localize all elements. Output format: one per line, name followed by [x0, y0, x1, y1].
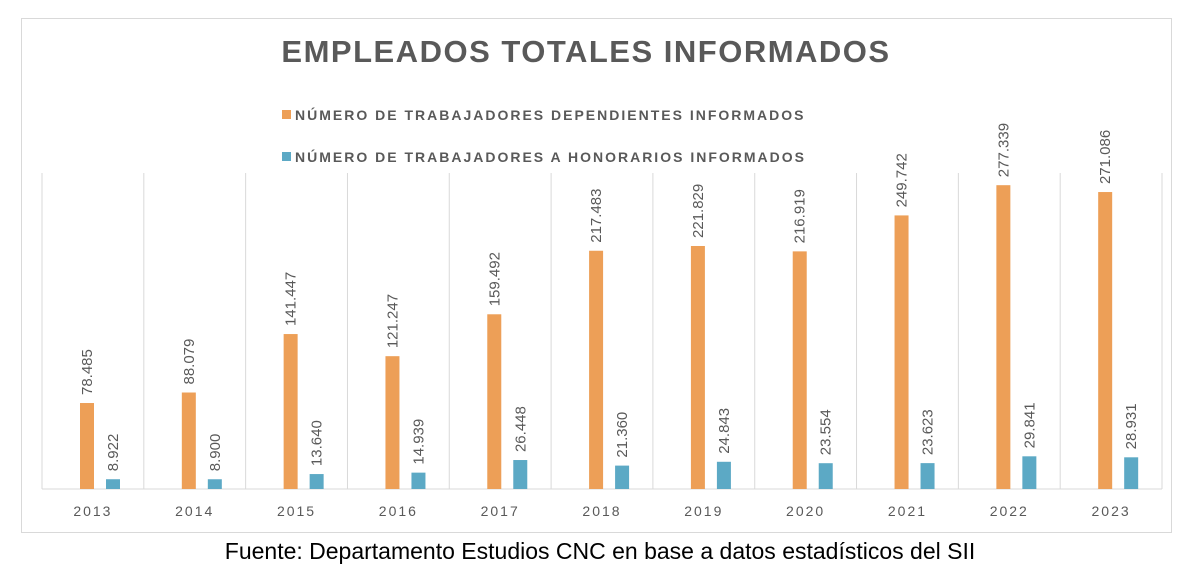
- data-label-honorarios: 13.640: [309, 420, 326, 466]
- bar-honorarios: [716, 461, 731, 489]
- data-label-dependientes: 271.086: [1097, 130, 1114, 184]
- bar-honorarios: [920, 463, 935, 489]
- data-label-dependientes: 249.742: [894, 153, 911, 207]
- legend-label-honorarios: NÚMERO DE TRABAJADORES A HONORARIOS INFO…: [295, 149, 806, 165]
- bar-honorarios: [818, 463, 833, 489]
- bar-dependientes: [1098, 192, 1113, 490]
- bar-honorarios: [615, 465, 630, 489]
- data-label-honorarios: 8.900: [207, 434, 224, 472]
- bar-dependientes: [996, 185, 1011, 489]
- bar-dependientes: [589, 250, 604, 489]
- data-label-honorarios: 28.931: [1123, 403, 1140, 449]
- bar-honorarios: [411, 472, 426, 489]
- data-label-dependientes: 221.829: [690, 184, 707, 238]
- x-tick-label: 2016: [379, 503, 418, 519]
- data-label-honorarios: 24.843: [716, 408, 733, 454]
- x-tick-label: 2013: [73, 503, 112, 519]
- chart-title: EMPLEADOS TOTALES INFORMADOS: [281, 34, 891, 69]
- bar-honorarios: [1022, 456, 1037, 489]
- x-tick-label: 2020: [786, 503, 825, 519]
- bar-dependientes: [283, 334, 298, 489]
- bar-dependientes: [181, 392, 196, 489]
- x-tick-label: 2014: [175, 503, 214, 519]
- legend-swatch-dependientes: [282, 110, 291, 119]
- data-label-honorarios: 8.922: [105, 434, 122, 472]
- legend-swatch-honorarios: [282, 152, 291, 161]
- data-label-honorarios: 21.360: [614, 412, 631, 458]
- data-label-dependientes: 217.483: [588, 189, 605, 243]
- data-label-dependientes: 159.492: [486, 252, 503, 306]
- data-label-dependientes: 277.339: [995, 123, 1012, 177]
- data-label-dependientes: 121.247: [384, 294, 401, 348]
- x-tick-label: 2021: [888, 503, 927, 519]
- x-tick-label: 2019: [684, 503, 723, 519]
- x-tick-label: 2018: [582, 503, 621, 519]
- data-label-honorarios: 14.939: [410, 419, 427, 465]
- source-note: Fuente: Departamento Estudios CNC en bas…: [224, 538, 976, 564]
- x-tick-label: 2023: [1092, 503, 1131, 519]
- data-label-dependientes: 141.447: [283, 272, 300, 326]
- bar-dependientes: [894, 215, 909, 490]
- bar-dependientes: [792, 251, 807, 489]
- bar-dependientes: [487, 314, 502, 489]
- legend-label-dependientes: NÚMERO DE TRABAJADORES DEPENDIENTES INFO…: [295, 107, 806, 123]
- data-label-honorarios: 23.554: [818, 409, 835, 455]
- x-tick-label: 2017: [481, 503, 520, 519]
- data-label-honorarios: 29.841: [1021, 402, 1038, 448]
- x-tick-label: 2022: [990, 503, 1029, 519]
- legend-item-dependientes: NÚMERO DE TRABAJADORES DEPENDIENTES INFO…: [282, 107, 805, 123]
- data-label-honorarios: 26.448: [512, 406, 529, 452]
- data-label-honorarios: 23.623: [920, 409, 937, 455]
- data-label-dependientes: 78.485: [79, 349, 96, 395]
- data-label-dependientes: 216.919: [792, 189, 809, 243]
- data-label-dependientes: 88.079: [181, 339, 198, 385]
- bar-dependientes: [80, 403, 94, 489]
- bar-honorarios: [513, 460, 528, 489]
- bar-honorarios: [106, 479, 120, 489]
- bar-honorarios: [207, 479, 222, 489]
- bar-honorarios: [1124, 457, 1139, 489]
- bar-dependientes: [690, 245, 705, 489]
- legend-item-honorarios: NÚMERO DE TRABAJADORES A HONORARIOS INFO…: [282, 149, 806, 165]
- x-tick-label: 2015: [277, 503, 316, 519]
- bar-honorarios: [309, 474, 324, 489]
- bar-dependientes: [385, 356, 400, 489]
